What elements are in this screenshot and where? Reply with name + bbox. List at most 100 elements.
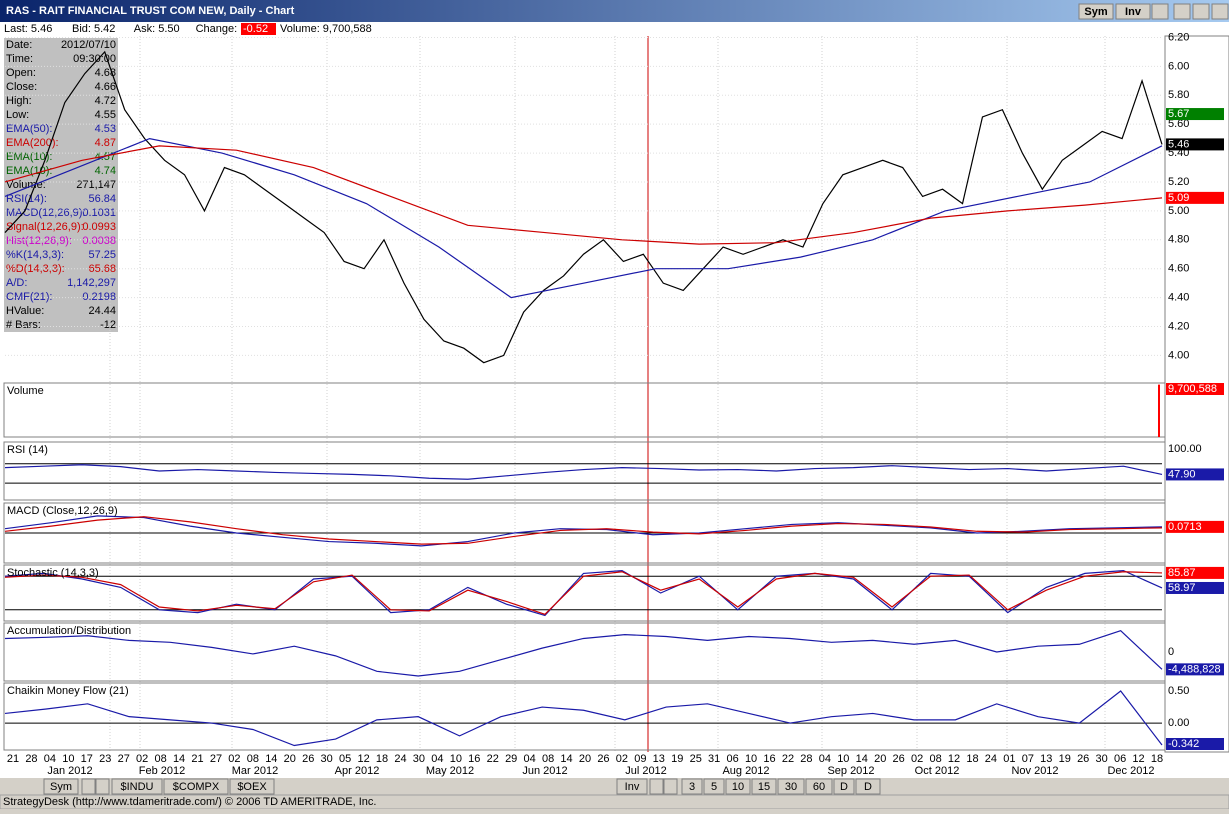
info-value: 0.0038 [82,235,116,247]
interval-tab[interactable] [751,778,777,795]
value-label: -0.342 [1168,738,1199,750]
y-tick-label: 4.40 [1168,292,1189,304]
price-line [4,145,1163,245]
day-label: 06 [1114,753,1126,765]
symbol-tab[interactable] [229,778,275,795]
day-label: 13 [653,753,665,765]
month-label: Dec 2012 [1107,765,1154,777]
volume-bar [1158,384,1160,437]
interval-tab-label: D [840,781,848,793]
info-value: 0.2198 [82,291,116,303]
day-label: 07 [1022,753,1034,765]
panel-title: Accumulation/Distribution [7,625,131,637]
inv-button[interactable] [616,778,648,795]
window-control[interactable] [1151,3,1169,20]
month-label: Jan 2012 [47,765,92,777]
interval-tab-label: 30 [785,781,797,793]
arrow-button[interactable] [81,778,96,795]
arrow-button[interactable] [649,778,664,795]
day-label: 10 [745,753,757,765]
window-button[interactable] [1078,3,1114,20]
inv-button-label: Inv [625,781,640,793]
window-button[interactable] [1115,3,1151,20]
day-label: 20 [284,753,296,765]
interval-tab-label: D [864,781,872,793]
interval-tab-label: 15 [758,781,770,793]
interval-tab[interactable] [725,778,751,795]
interval-tab[interactable] [805,778,833,795]
info-value: 0.0993 [82,221,116,233]
arrow-button[interactable] [95,778,110,795]
day-label: 21 [7,753,19,765]
day-label: 01 [1003,753,1015,765]
day-label: 23 [99,753,111,765]
symbol-tab[interactable] [163,778,229,795]
day-label: 13 [1040,753,1052,765]
day-label: 20 [874,753,886,765]
info-label: # Bars: [6,319,41,331]
day-label: 24 [394,753,406,765]
info-value: 4.66 [95,81,116,93]
symbol-tab-label: $INDU [120,781,153,793]
symbol-tab[interactable] [111,778,163,795]
info-value: 4.68 [95,67,116,79]
day-label: 30 [1096,753,1108,765]
interval-tab-label: 3 [689,781,695,793]
indicator-line [4,516,1163,545]
month-label: May 2012 [426,765,474,777]
window-control[interactable] [1173,3,1191,20]
panel-title: Volume [7,385,44,397]
info-label: CMF(21): [6,291,52,303]
day-label: 02 [616,753,628,765]
day-label: 30 [321,753,333,765]
y-tick-label: 4.20 [1168,320,1189,332]
arrow-button[interactable] [663,778,678,795]
sym-button[interactable] [43,778,79,795]
day-label: 20 [579,753,591,765]
value-label: 85.87 [1168,567,1196,579]
interval-tab[interactable] [833,778,855,795]
month-label: Jun 2012 [522,765,567,777]
day-label: 16 [468,753,480,765]
day-label: 28 [800,753,812,765]
value-badge [1166,520,1224,533]
day-label: 31 [708,753,720,765]
info-label: RSI(14): [6,193,47,205]
day-label: 26 [597,753,609,765]
interval-tab[interactable] [681,778,703,795]
panel-frame [3,502,1166,564]
panel-frame [3,682,1166,751]
day-label: 24 [985,753,997,765]
change-highlight [241,23,276,35]
interval-tab[interactable] [855,778,881,795]
day-label: 08 [929,753,941,765]
day-label: 18 [1151,753,1163,765]
day-label: 10 [450,753,462,765]
y-tick-label: 5.20 [1168,176,1189,188]
info-label: Hist(12,26,9): [6,235,72,247]
indicator-line [4,571,1163,615]
info-value: 4.72 [95,95,116,107]
month-label: Feb 2012 [139,765,185,777]
info-label: Date: [6,39,32,51]
info-value: 4.55 [95,109,116,121]
day-label: 17 [81,753,93,765]
day-label: 04 [819,753,831,765]
window-control[interactable] [1192,3,1210,20]
day-label: 25 [690,753,702,765]
info-label: %K(14,3,3): [6,249,64,261]
info-label: MACD(12,26,9): [6,207,85,219]
window-control[interactable] [1211,3,1229,20]
interval-tab[interactable] [777,778,805,795]
window-title: RAS - RAIT FINANCIAL TRUST COM NEW, Dail… [6,5,295,17]
value-label: 9,700,588 [1168,383,1217,395]
value-badge [1166,581,1224,594]
day-label: 14 [265,753,277,765]
interval-tab[interactable] [703,778,725,795]
value-label: 0.50 [1168,685,1189,697]
info-label: Close: [6,81,37,93]
info-value: 56.84 [88,193,116,205]
day-label: 08 [154,753,166,765]
day-label: 18 [376,753,388,765]
quote-item: Volume: 9,700,588 [280,23,372,35]
